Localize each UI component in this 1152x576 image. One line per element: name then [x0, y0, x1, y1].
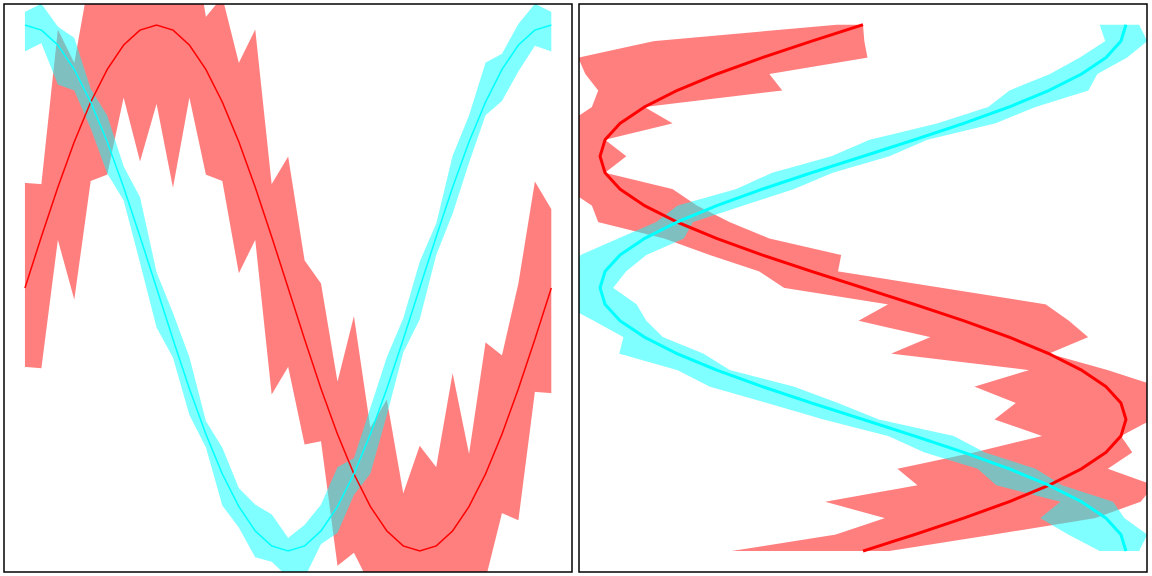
band: [579, 24, 1147, 552]
axes-frame: [3, 3, 573, 573]
line: [24, 24, 552, 552]
plot-area: [579, 23, 1147, 553]
line: [24, 24, 553, 552]
band: [24, 4, 552, 572]
line: [598, 24, 1128, 552]
line: [598, 23, 1128, 553]
plot-area: [24, 4, 553, 572]
axes-frame: [578, 3, 1148, 573]
band: [579, 24, 1147, 552]
